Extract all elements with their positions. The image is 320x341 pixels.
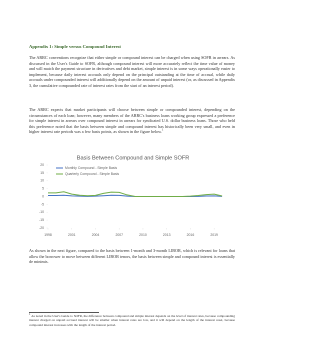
y-tick-label: 5	[42, 187, 44, 191]
x-tick-label: 2019	[210, 233, 218, 237]
footnote: 1 As noted in the User's Guide to SOFR, …	[29, 312, 235, 327]
legend-label: Quarterly Compound - Simple Basis	[65, 172, 119, 176]
x-tick-label: 2016	[187, 233, 195, 237]
x-tick-label: 1998	[44, 233, 52, 237]
heading: Appendix 1: Simple versus Compound Inter…	[29, 44, 121, 49]
footnote-rule	[29, 312, 99, 313]
y-tick-label: 0	[42, 194, 44, 198]
x-tick-label: 2007	[115, 233, 123, 237]
x-tick-label: 2004	[92, 233, 100, 237]
paragraph-text: The ARRC expects that market participant…	[29, 107, 235, 134]
page: Appendix 1: Simple versus Compound Inter…	[29, 44, 235, 327]
x-tick-label: 2013	[163, 233, 171, 237]
y-tick-label: -5	[41, 202, 44, 206]
chart: Basis Between Compound and Simple SOFR 2…	[39, 155, 223, 237]
legend-label: Monthly Compound - Simple Basis	[65, 166, 117, 170]
y-tick-label: -15	[39, 218, 44, 222]
x-tick-label: 2010	[139, 233, 147, 237]
y-tick-label: 10	[40, 179, 44, 183]
footnote-marker: 1	[29, 312, 31, 316]
y-tick-label: -10	[39, 210, 44, 214]
paragraph: The ARRC expects that market participant…	[29, 107, 235, 135]
chart-title: Basis Between Compound and Simple SOFR	[77, 155, 190, 161]
footnote-text: As noted in the User's Guide to SOFR, th…	[29, 314, 235, 327]
y-tick-label: 20	[40, 163, 44, 167]
y-tick-label: -20	[39, 226, 44, 230]
series-line	[48, 191, 223, 197]
paragraph: The ARRC conventions recognize that eith…	[29, 55, 235, 88]
paragraph: As shown in the next figure, compared to…	[29, 248, 235, 264]
x-tick-label: 2001	[68, 233, 76, 237]
y-tick-label: 15	[40, 171, 44, 175]
footnote-ref: 1	[161, 127, 164, 132]
